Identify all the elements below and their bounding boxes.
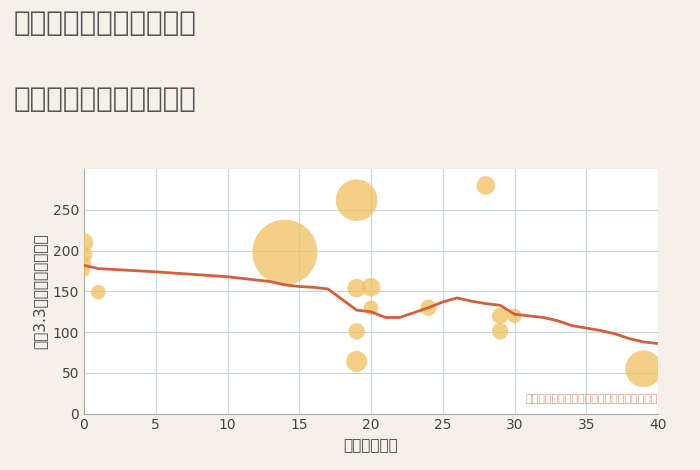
Text: 円の大きさは、取引のあった物件面積を示す: 円の大きさは、取引のあった物件面積を示す bbox=[526, 394, 658, 404]
Point bbox=[351, 328, 363, 335]
Point bbox=[494, 312, 505, 320]
X-axis label: 築年数（年）: 築年数（年） bbox=[344, 438, 398, 453]
Point bbox=[92, 289, 104, 296]
Point bbox=[351, 196, 363, 204]
Point bbox=[494, 328, 505, 335]
Y-axis label: 坪（3.3㎡）単価（万円）: 坪（3.3㎡）単価（万円） bbox=[32, 234, 47, 349]
Point bbox=[78, 251, 90, 258]
Point bbox=[279, 249, 290, 256]
Point bbox=[351, 358, 363, 365]
Text: 東京都足立区西竹の塚の: 東京都足立区西竹の塚の bbox=[14, 9, 197, 38]
Point bbox=[638, 365, 650, 373]
Text: 築年数別中古戸建て価格: 築年数別中古戸建て価格 bbox=[14, 85, 197, 113]
Point bbox=[480, 182, 491, 189]
Point bbox=[78, 259, 90, 266]
Point bbox=[423, 304, 434, 312]
Point bbox=[365, 283, 377, 291]
Point bbox=[351, 284, 363, 292]
Point bbox=[78, 267, 90, 275]
Point bbox=[509, 312, 520, 320]
Point bbox=[365, 304, 377, 312]
Point bbox=[78, 239, 90, 246]
